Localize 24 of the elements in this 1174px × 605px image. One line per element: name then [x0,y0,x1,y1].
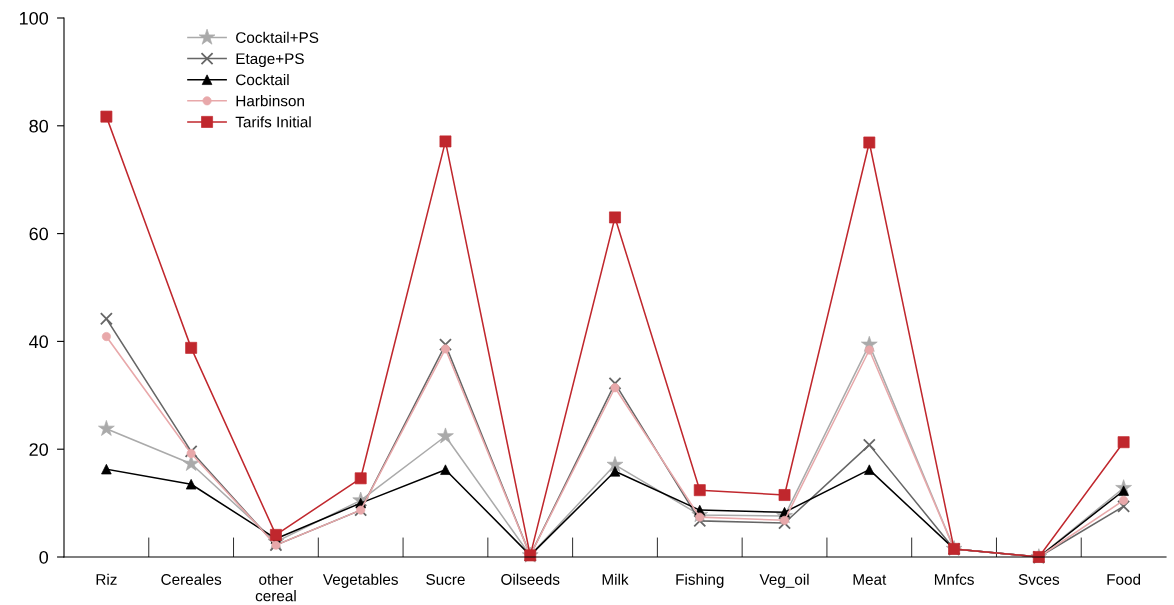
y-tick-label: 100 [19,11,49,25]
y-tick-label: 20 [29,443,49,456]
y-tick-label: 0 [39,550,49,564]
legend-label: Etage+PS [236,53,304,68]
x-tick-label: Oilseeds [501,573,560,585]
x-tick-label: Riz [96,573,117,585]
y-tick-label: 80 [29,119,49,133]
legend-label: Tarifs Initial [235,116,311,128]
x-tick-label: Food [1107,573,1141,585]
x-tick-label: Sucre [426,574,465,585]
x-tick-label: Svces [1018,574,1060,585]
x-tick-label: other cereal [255,573,296,602]
y-tick-label: 40 [29,335,49,349]
x-tick-label: Milk [602,573,629,585]
y-tick-label: 60 [29,227,49,241]
x-tick-label: Fishing [676,573,724,588]
legend-label: Harbinson [236,95,304,107]
x-tick-label: Meat [853,574,887,585]
x-tick-label: Vegetables [322,573,398,588]
x-tick-label: Veg_oil [759,573,809,588]
legend-label: Cocktail [236,73,289,86]
x-tick-label: Cereales [161,573,222,585]
legend-label: Cocktail+PS [236,31,319,43]
x-tick-label: Mnfcs [934,573,974,585]
